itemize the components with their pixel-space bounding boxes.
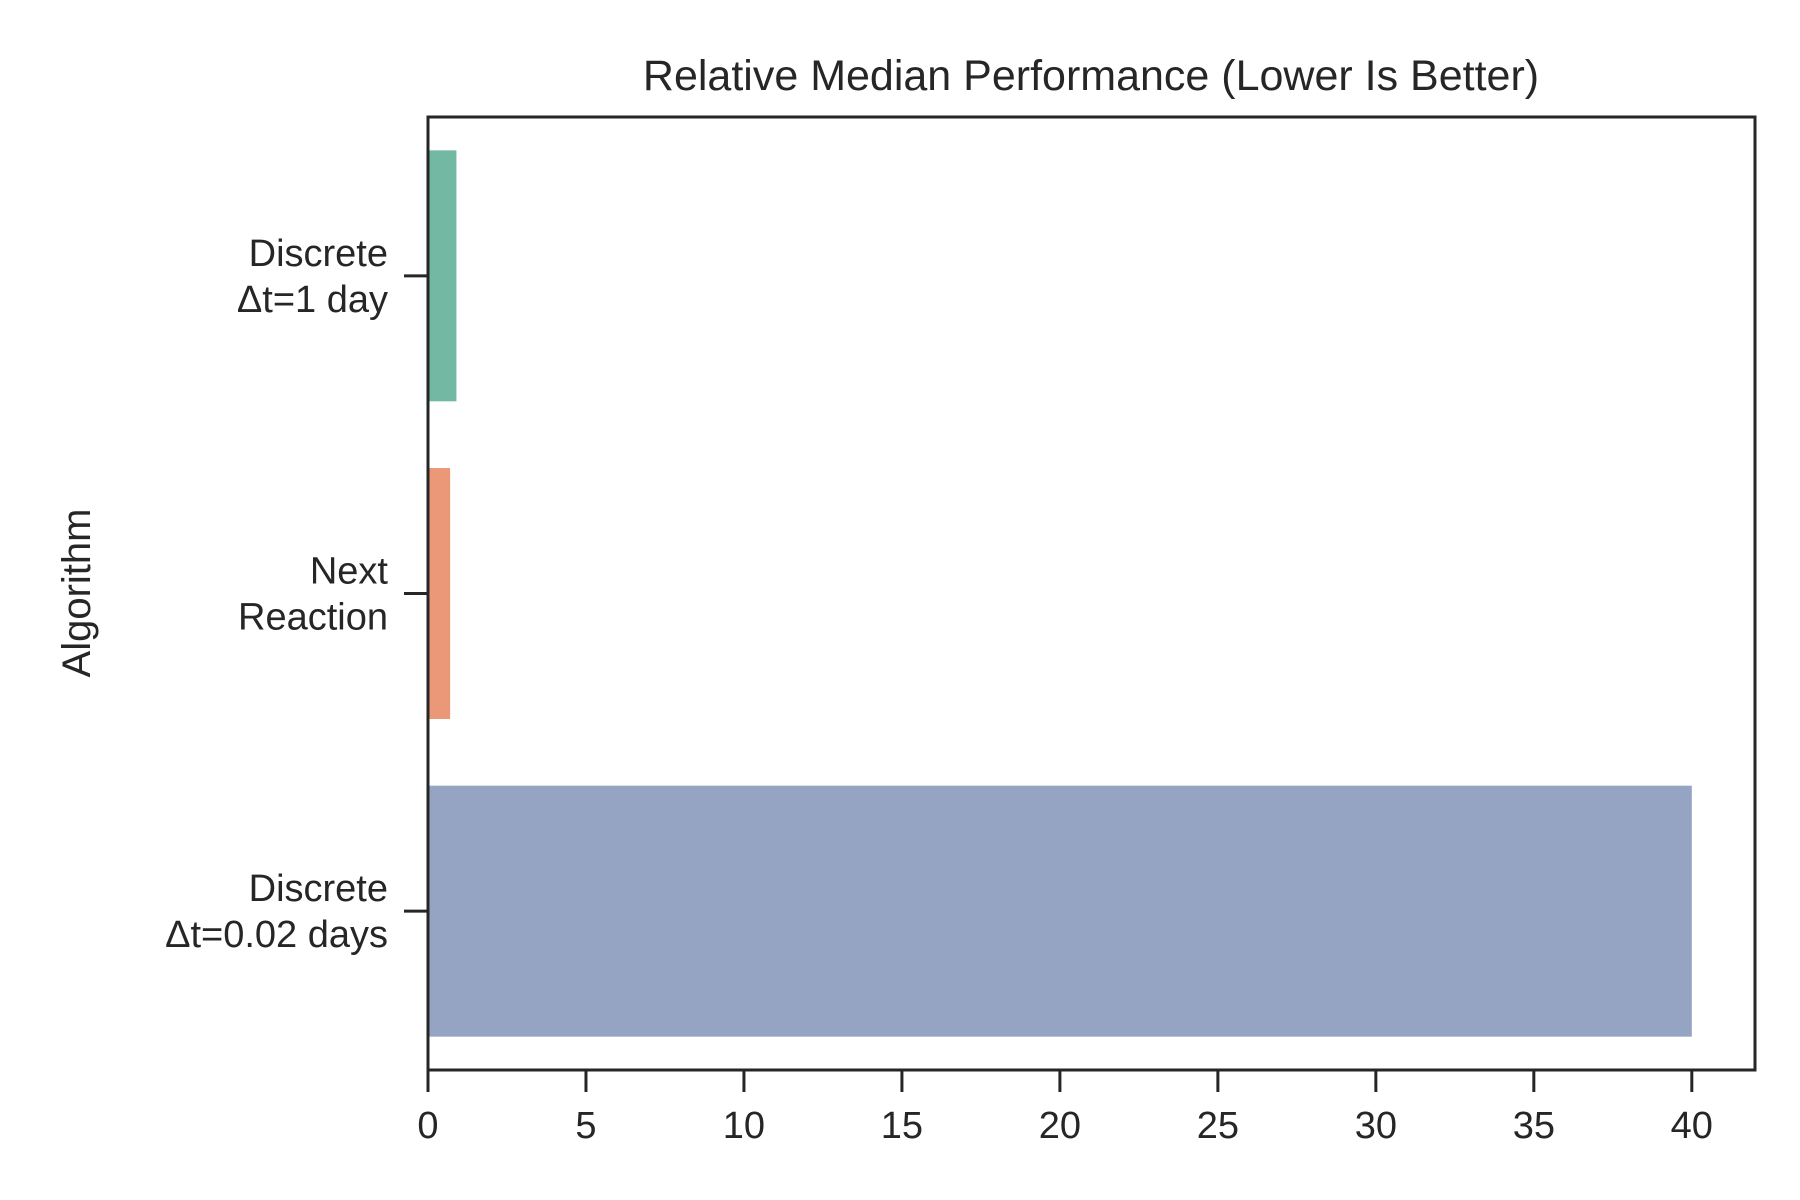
x-tick-label: 25 bbox=[1197, 1105, 1239, 1147]
x-axis: 0 5 10 15 20 25 30 35 40 bbox=[417, 1070, 1713, 1147]
y-tick-label-line: Δt=1 day bbox=[237, 279, 388, 321]
bar-2 bbox=[428, 785, 1692, 1037]
y-tick-label-line: Reaction bbox=[238, 597, 388, 639]
y-tick-label: Next Reaction bbox=[238, 551, 388, 639]
bars-layer bbox=[428, 150, 1692, 1037]
x-tick-label: 30 bbox=[1355, 1105, 1397, 1147]
y-tick-label-line: Discrete bbox=[249, 233, 388, 275]
x-tick-label: 20 bbox=[1039, 1105, 1081, 1147]
x-tick-label: 0 bbox=[417, 1105, 438, 1147]
x-tick-label: 15 bbox=[881, 1105, 923, 1147]
bar-1 bbox=[428, 468, 451, 719]
y-tick-label-line: Discrete bbox=[249, 868, 388, 910]
y-tick-label-line: Δt=0.02 days bbox=[165, 914, 388, 956]
y-axis-title: Algorithm bbox=[55, 509, 99, 678]
y-tick-label-line: Next bbox=[310, 551, 389, 593]
x-tick-label: 10 bbox=[723, 1105, 765, 1147]
y-tick-label: Discrete Δt=0.02 days bbox=[165, 868, 388, 956]
bar-0 bbox=[428, 150, 457, 402]
x-tick-label: 5 bbox=[575, 1105, 596, 1147]
x-tick-label: 35 bbox=[1513, 1105, 1555, 1147]
x-tick-label: 40 bbox=[1671, 1105, 1713, 1147]
chart-title: Relative Median Performance (Lower Is Be… bbox=[643, 52, 1539, 100]
y-tick-label: Discrete Δt=1 day bbox=[237, 233, 388, 321]
